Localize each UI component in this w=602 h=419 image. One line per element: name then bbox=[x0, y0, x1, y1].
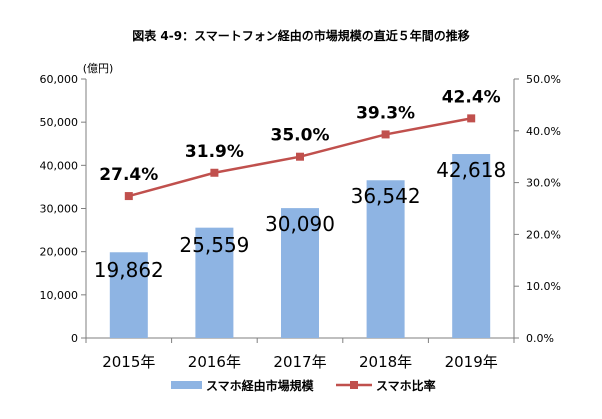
line-marker bbox=[296, 152, 304, 161]
bar-data-label: 19,862 bbox=[94, 258, 164, 282]
x-tick-label: 2017年 bbox=[273, 353, 326, 371]
y-right-tick-label: 0.0% bbox=[526, 332, 554, 345]
line-marker bbox=[381, 130, 390, 139]
y-left-tick-label: 30,000 bbox=[40, 203, 79, 216]
x-tick-label: 2019年 bbox=[445, 353, 498, 371]
y-left-tick-label: 50,000 bbox=[40, 116, 79, 129]
bar bbox=[366, 180, 405, 338]
line-data-label: 42.4% bbox=[442, 87, 501, 107]
line-marker bbox=[124, 192, 133, 201]
x-tick-label: 2018年 bbox=[359, 353, 412, 371]
y-right-tick-label: 40.0% bbox=[526, 125, 561, 138]
line-data-label: 35.0% bbox=[271, 126, 330, 146]
bar-data-label: 30,090 bbox=[265, 212, 335, 236]
y-right-tick-label: 30.0% bbox=[526, 177, 561, 190]
y-left-tick-label: 40,000 bbox=[40, 159, 79, 172]
y-right-tick-label: 50.0% bbox=[526, 73, 561, 86]
bar bbox=[109, 252, 148, 338]
y-right-tick-label: 10.0% bbox=[526, 280, 561, 293]
line-marker bbox=[467, 114, 476, 123]
bar-data-label: 25,559 bbox=[179, 233, 249, 257]
bar-data-label: 42,618 bbox=[436, 158, 506, 182]
legend-line-marker bbox=[350, 381, 358, 389]
y-left-tick-label: 10,000 bbox=[40, 289, 79, 302]
bar-data-label: 36,542 bbox=[351, 184, 421, 208]
legend-bar-label: スマホ経由市場規模 bbox=[206, 378, 315, 393]
x-tick-label: 2016年 bbox=[188, 353, 241, 371]
x-tick-label: 2015年 bbox=[102, 353, 155, 371]
line-data-label: 31.9% bbox=[185, 142, 244, 162]
y-left-tick-label: 0 bbox=[71, 332, 78, 345]
bar bbox=[281, 208, 319, 338]
line-data-label: 27.4% bbox=[99, 165, 158, 185]
line-data-label: 39.3% bbox=[356, 103, 415, 123]
bar bbox=[195, 227, 234, 338]
y-right-tick-label: 20.0% bbox=[526, 228, 561, 241]
y-unit-label: (億円) bbox=[83, 62, 114, 75]
y-left-tick-label: 60,000 bbox=[40, 73, 79, 86]
y-left-tick-label: 20,000 bbox=[40, 246, 79, 259]
legend-line-label: スマホ比率 bbox=[376, 378, 436, 393]
chart-title: 図表 4-9：スマートフォン経由の市場規模の直近５年間の推移 bbox=[132, 29, 470, 43]
legend-bar-swatch bbox=[171, 381, 202, 389]
line-marker bbox=[210, 168, 219, 177]
bar bbox=[452, 154, 491, 338]
